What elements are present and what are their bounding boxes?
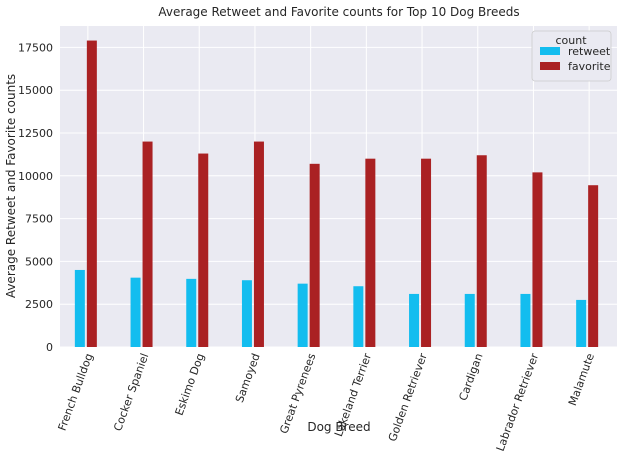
chart-title: Average Retweet and Favorite counts for …: [158, 5, 519, 19]
bar-favorite-great-pyrenees: [309, 163, 320, 347]
bar-favorite-cardigan: [476, 155, 487, 347]
bar-favorite-golden-retriever: [421, 158, 432, 347]
bar-retweet-golden-retriever: [409, 293, 420, 347]
bar-retweet-cocker-spaniel: [130, 277, 141, 347]
bar-favorite-malamute: [588, 185, 599, 347]
y-tick-label: 7500: [25, 213, 53, 226]
y-tick-label: 10000: [18, 170, 53, 183]
bar-retweet-eskimo-dog: [186, 278, 197, 347]
bar-retweet-malamute: [576, 299, 587, 347]
bar-retweet-labrador-retriever: [520, 293, 531, 347]
y-tick-label: 0: [46, 341, 53, 354]
x-tick-label: Cocker Spaniel: [111, 352, 151, 433]
bar-favorite-samoyed: [253, 141, 264, 347]
x-axis-title: Dog Breed: [307, 420, 370, 434]
legend-title: count: [555, 34, 587, 47]
y-tick-label: 2500: [25, 298, 53, 311]
plot-area: [60, 26, 617, 347]
legend-swatch-retweet: [540, 47, 560, 55]
legend-label-favorite: favorite: [568, 60, 611, 73]
bars: [74, 40, 599, 347]
y-tick-label: 5000: [25, 255, 53, 268]
y-axis-title: Average Retweet and Favorite counts: [4, 74, 18, 298]
x-tick-label: Eskimo Dog: [173, 352, 208, 418]
x-tick-label: Golden Retriever: [386, 351, 430, 443]
bar-retweet-french-bulldog: [74, 269, 85, 347]
bar-retweet-cardigan: [464, 293, 475, 347]
y-tick-label: 12500: [18, 127, 53, 140]
legend-swatch-favorite: [540, 62, 560, 70]
bar-favorite-lakeland-terrier: [365, 158, 376, 347]
bar-favorite-cocker-spaniel: [142, 141, 153, 347]
x-tick-label: Cardigan: [456, 352, 485, 403]
x-tick-label: Samoyed: [233, 352, 263, 405]
bar-favorite-eskimo-dog: [198, 153, 209, 347]
bar-favorite-labrador-retriever: [532, 172, 543, 347]
bar-favorite-french-bulldog: [86, 40, 97, 347]
x-axis-ticks: French Bulldog Cocker Spaniel Eskimo Dog Sa…: [56, 351, 597, 453]
bar-retweet-lakeland-terrier: [353, 286, 364, 347]
y-tick-label: 15000: [18, 84, 53, 97]
y-axis-ticks: 0 2500 5000 7500 10000 12500 15000 17500: [18, 41, 53, 354]
legend: count retweet favorite: [531, 30, 612, 82]
bar-retweet-great-pyrenees: [297, 283, 308, 347]
x-tick-label: French Bulldog: [56, 352, 96, 433]
x-tick-label: Labrador Retriever: [494, 351, 542, 453]
x-tick-label: Malamute: [566, 351, 597, 407]
y-tick-label: 17500: [18, 41, 53, 54]
legend-label-retweet: retweet: [568, 45, 611, 58]
bar-retweet-samoyed: [241, 280, 252, 347]
